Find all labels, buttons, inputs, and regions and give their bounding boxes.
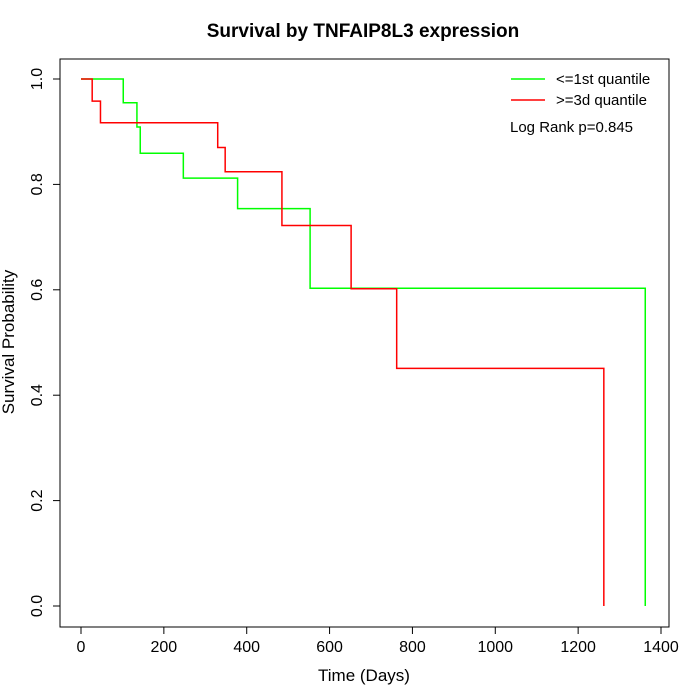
survival-curve-high-expression	[81, 78, 605, 606]
x-tick-label: 1000	[477, 639, 513, 656]
log-rank-annotation: Log Rank p=0.845	[510, 119, 633, 136]
y-tick-label: 1.0	[29, 68, 46, 90]
legend-label: >=3d quantile	[556, 92, 647, 109]
legend: <=1st quantile >=3d quantile	[511, 71, 650, 109]
x-tick-label: 400	[233, 639, 260, 656]
y-axis-label: Survival Probability	[0, 269, 18, 414]
x-tick-label: 1400	[643, 639, 679, 656]
x-tick-label: 600	[316, 639, 343, 656]
x-tick-label: 0	[77, 639, 86, 656]
y-tick-label: 0.6	[29, 279, 46, 301]
x-axis: 0 200 400 600 800 1000 1200 1400	[77, 626, 679, 656]
survival-curves	[81, 78, 647, 606]
chart-title: Survival by TNFAIP8L3 expression	[207, 21, 520, 42]
x-tick-label: 200	[151, 639, 178, 656]
y-tick-label: 0.8	[29, 173, 46, 195]
legend-label: <=1st quantile	[556, 71, 650, 88]
x-tick-label: 800	[399, 639, 426, 656]
y-tick-label: 0.0	[29, 595, 46, 617]
x-axis-label: Time (Days)	[318, 666, 410, 685]
y-tick-label: 0.2	[29, 489, 46, 511]
survival-curve-low-expression	[81, 78, 647, 606]
y-tick-label: 0.4	[29, 384, 46, 406]
x-tick-label: 1200	[560, 639, 596, 656]
y-axis: 0.0 0.2 0.4 0.6 0.8 1.0	[29, 68, 61, 617]
